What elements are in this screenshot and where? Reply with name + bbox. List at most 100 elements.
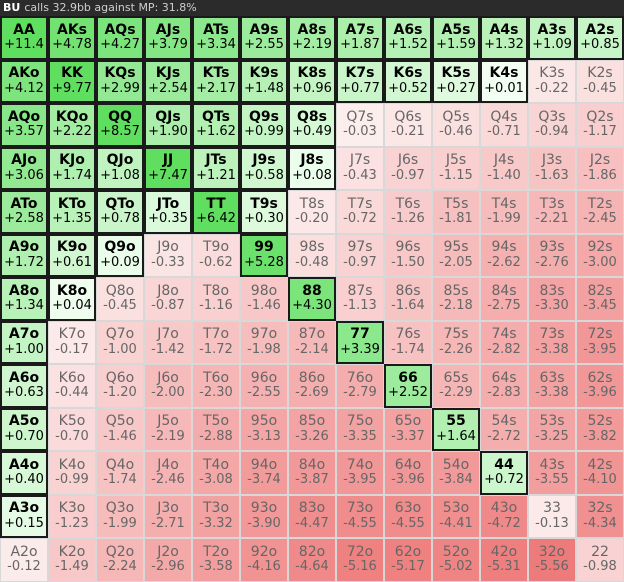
hand-ev: -1.64	[391, 298, 425, 314]
hand-ev: -0.45	[583, 80, 617, 96]
hand-cell: 77 +3.39	[336, 320, 384, 364]
hand-cell: Q7o -1.00	[96, 320, 144, 364]
hand-name: K2s	[587, 65, 613, 82]
hand-name: 77	[350, 326, 370, 343]
hand-ev: -2.71	[151, 515, 185, 531]
hand-cell: Q5s -0.46	[432, 103, 480, 147]
hand-ev: +1.64	[436, 428, 476, 444]
hand-ev: -0.98	[583, 559, 617, 575]
hand-cell: Q6s -0.21	[384, 103, 432, 147]
hand-ev: +0.99	[244, 124, 284, 140]
hand-cell: Q3s -0.94	[528, 103, 576, 147]
hand-name: AA	[13, 21, 35, 38]
hand-ev: -3.82	[583, 428, 617, 444]
hand-cell: QJo +1.08	[96, 146, 144, 190]
hand-name: 84o	[298, 456, 326, 473]
hand-ev: -3.87	[295, 472, 329, 488]
hand-ev: -1.50	[391, 254, 425, 270]
hand-cell: 72o -5.16	[336, 538, 384, 582]
hand-name: T6o	[202, 369, 230, 386]
hand-cell: Q2o -2.24	[96, 538, 144, 582]
hand-cell: JTo +0.35	[144, 190, 192, 234]
hand-cell: A6s +1.52	[384, 16, 432, 60]
hand-cell: A3o +0.15	[0, 494, 48, 538]
hand-ev: -1.63	[535, 167, 569, 183]
hand-name: 66	[398, 369, 418, 386]
hand-ev: +0.78	[100, 211, 140, 227]
hand-name: 98s	[299, 239, 325, 256]
hand-ev: +2.52	[388, 385, 428, 401]
hand-cell: T2o -3.58	[192, 538, 240, 582]
hand-ev: -1.99	[103, 515, 137, 531]
hand-cell: Q7s -0.03	[336, 103, 384, 147]
hand-ev: +4.12	[4, 80, 44, 96]
hand-ev: -0.87	[151, 298, 185, 314]
hand-ev: -0.97	[343, 254, 377, 270]
hand-ev: -3.55	[535, 472, 569, 488]
hand-name: 95s	[443, 239, 469, 256]
hand-cell: 42s -4.10	[576, 451, 624, 495]
header-text: calls 32.9bb against MP: 31.8%	[24, 1, 197, 14]
hand-name: 73s	[539, 326, 565, 343]
hand-name: AKs	[56, 21, 88, 38]
hand-cell: KK +9.77	[48, 59, 96, 103]
hand-name: A3o	[8, 500, 40, 517]
hand-name: 43s	[539, 456, 565, 473]
hand-ev: +4.30	[292, 298, 332, 314]
hand-name: 76o	[346, 369, 374, 386]
hand-ev: +1.52	[388, 37, 428, 53]
hand-cell: K3s -0.22	[528, 59, 576, 103]
hand-cell: AQo +3.57	[0, 103, 48, 147]
hand-ev: -1.16	[199, 298, 233, 314]
hand-ev: -5.31	[487, 559, 521, 575]
hand-name: 94s	[491, 239, 517, 256]
hand-cell: T7s -0.72	[336, 190, 384, 234]
hand-cell: Q9o +0.09	[96, 233, 144, 277]
hand-ev: -2.46	[151, 472, 185, 488]
hand-cell: AA +11.4	[0, 16, 48, 60]
hand-cell: A5o +0.70	[0, 407, 48, 451]
hand-name: 96s	[395, 239, 421, 256]
hand-name: 86o	[298, 369, 326, 386]
hand-ev: +3.39	[340, 341, 380, 357]
hand-ev: -2.05	[439, 254, 473, 270]
hand-name: 74s	[491, 326, 517, 343]
hand-ev: -3.26	[295, 428, 329, 444]
hand-ev: -1.00	[103, 341, 137, 357]
hand-ev: +7.47	[148, 167, 188, 183]
hand-name: 97o	[250, 326, 278, 343]
hand-cell: T4s -1.99	[480, 190, 528, 234]
hand-cell: 85s -2.18	[432, 277, 480, 321]
hand-cell: A6o +0.63	[0, 364, 48, 408]
hand-name: KJs	[155, 65, 181, 82]
hand-cell: 52s -3.82	[576, 407, 624, 451]
hand-ev: -3.38	[535, 341, 569, 357]
hand-cell: J5s -1.15	[432, 146, 480, 190]
hand-name: J2o	[157, 543, 179, 560]
hand-name: 92s	[587, 239, 613, 256]
hand-cell: 55 +1.64	[432, 407, 480, 451]
hand-cell: J4o -2.46	[144, 451, 192, 495]
hand-cell: 85o -3.26	[288, 407, 336, 451]
hand-cell: 63s -3.38	[528, 364, 576, 408]
hand-name: A9s	[249, 21, 279, 38]
hand-name: K4s	[489, 65, 519, 82]
hand-cell: 93s -2.76	[528, 233, 576, 277]
hand-ev: -3.25	[535, 428, 569, 444]
hand-ev: -3.96	[391, 472, 425, 488]
hand-ev: +1.59	[436, 37, 476, 53]
hand-name: A2o	[10, 543, 38, 560]
hand-cell: T3s -2.21	[528, 190, 576, 234]
hand-ev: -0.45	[103, 298, 137, 314]
hand-cell: K2o -1.49	[48, 538, 96, 582]
hand-name: K7s	[345, 65, 375, 82]
hand-name: 42s	[587, 456, 613, 473]
hand-name: 52o	[442, 543, 470, 560]
hand-name: 65o	[394, 413, 422, 430]
hand-cell: A7s +1.87	[336, 16, 384, 60]
hand-ev: -1.20	[103, 385, 137, 401]
hand-cell: QJs +1.90	[144, 103, 192, 147]
hand-cell: Q4o -1.74	[96, 451, 144, 495]
hand-ev: -3.32	[199, 515, 233, 531]
hand-cell: 32o -5.56	[528, 538, 576, 582]
